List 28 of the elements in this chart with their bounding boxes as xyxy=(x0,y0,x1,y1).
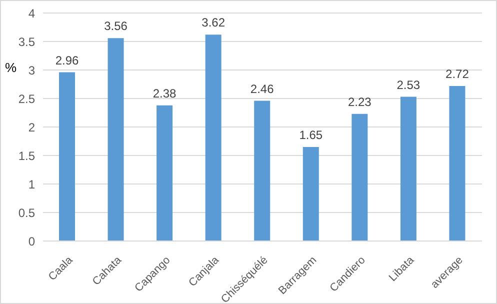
y-tick-label: 0.5 xyxy=(18,206,36,220)
data-label: 2.38 xyxy=(152,86,177,100)
bar xyxy=(302,146,319,241)
data-label: 1.65 xyxy=(299,128,323,142)
y-tick-label: 2.5 xyxy=(18,92,36,106)
y-tick-label: 1 xyxy=(28,177,36,192)
y-axis-title: % xyxy=(5,60,17,76)
y-tick-label: 4 xyxy=(28,6,36,20)
bar xyxy=(254,100,270,241)
data-label: 2.46 xyxy=(250,82,274,96)
y-tick-label: 0 xyxy=(28,234,36,248)
y-tick-label: 1.5 xyxy=(18,148,36,163)
data-label: 3.62 xyxy=(202,16,226,30)
data-label: 2.23 xyxy=(348,94,372,109)
y-tick-label: 3.5 xyxy=(18,34,36,49)
bar xyxy=(449,86,466,241)
bar xyxy=(400,96,416,241)
data-label: 2.72 xyxy=(446,66,470,81)
bar xyxy=(352,114,368,241)
bar xyxy=(59,72,75,241)
data-label: 3.56 xyxy=(104,19,128,34)
bar xyxy=(156,105,173,241)
bar xyxy=(108,38,124,241)
y-tick-label: 3 xyxy=(28,63,36,78)
data-label: 2.53 xyxy=(396,78,420,92)
bar xyxy=(205,34,222,241)
data-label: 2.96 xyxy=(55,53,79,68)
y-tick-label: 2 xyxy=(28,120,36,134)
